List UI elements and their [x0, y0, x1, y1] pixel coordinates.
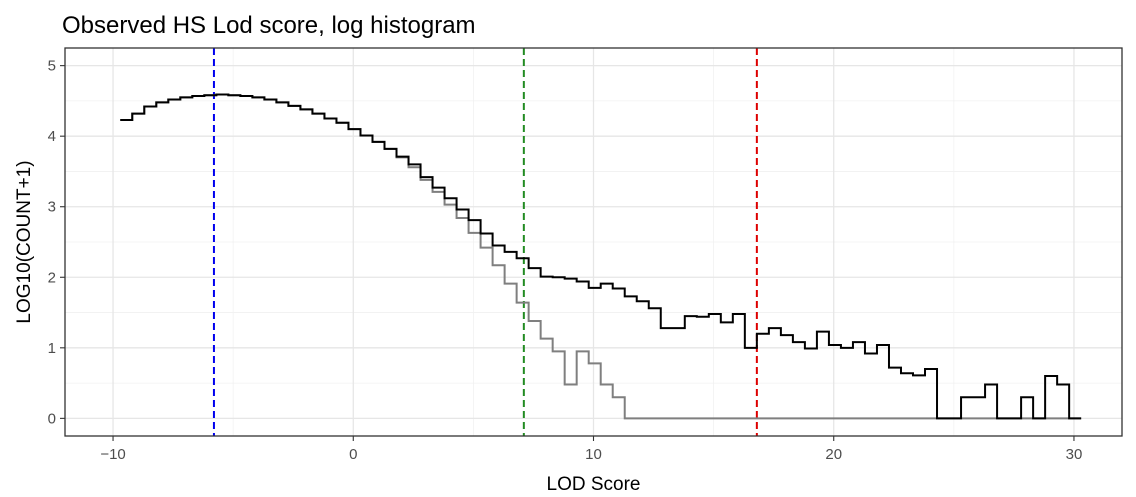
grid-lines: [65, 48, 1122, 436]
series-step-line: [120, 93, 1082, 420]
y-tick-label: 4: [48, 128, 56, 145]
reference-lines: [212, 48, 758, 436]
x-tick-label: −10: [100, 446, 125, 463]
y-tick-label: 2: [48, 269, 56, 286]
histogram-series: [120, 93, 1082, 420]
x-tick-label: 30: [1066, 446, 1083, 463]
y-tick-label: 1: [48, 340, 56, 357]
x-tick-label: 20: [825, 446, 842, 463]
chart-title: Observed HS Lod score, log histogram: [62, 12, 476, 39]
x-tick-label: 0: [349, 446, 357, 463]
x-tick-label: 10: [585, 446, 602, 463]
y-axis-ticks: 0 1 2 3 4 5: [48, 58, 65, 427]
x-axis-ticks: −10 0 10 20 30: [100, 436, 1082, 463]
x-axis-title: LOD Score: [547, 474, 641, 495]
y-tick-label: 3: [48, 199, 56, 216]
y-axis-title: LOG10(COUNT+1): [14, 160, 35, 323]
y-tick-label: 0: [48, 410, 56, 427]
y-tick-label: 5: [48, 58, 56, 75]
